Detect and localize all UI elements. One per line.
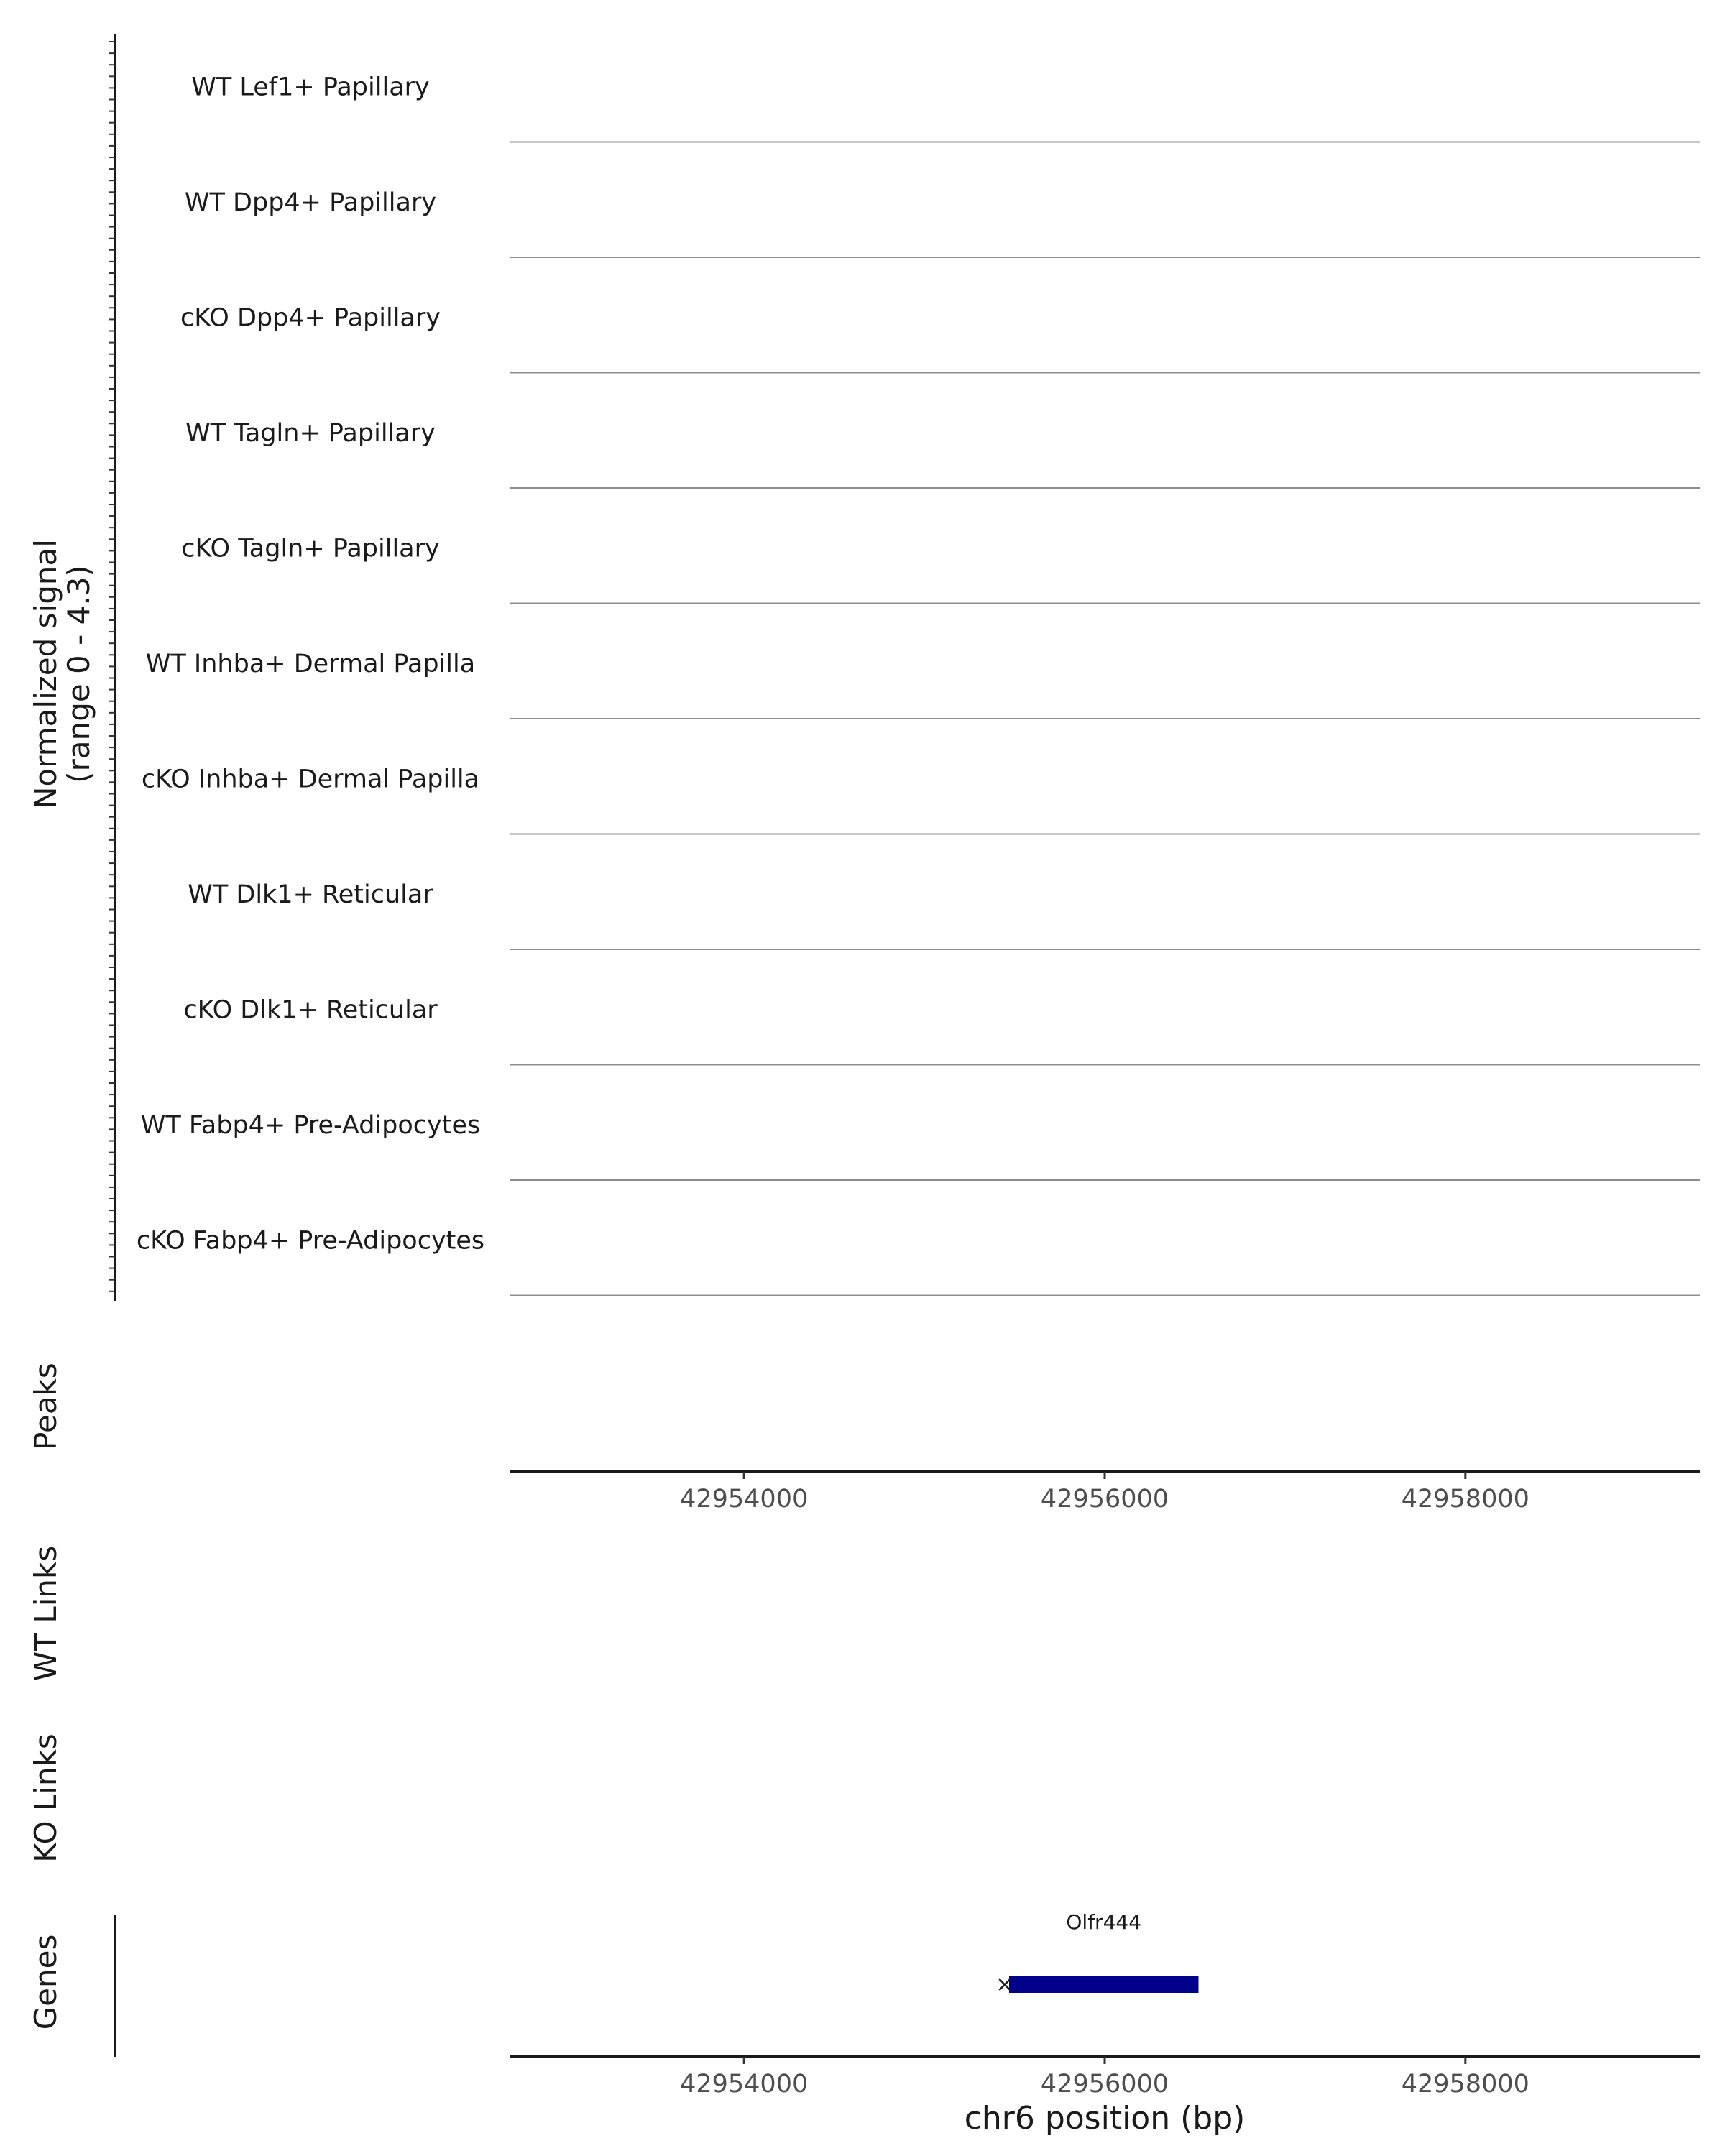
track-label: WT Dlk1+ Reticular xyxy=(188,880,433,909)
track-label: WT Dpp4+ Papillary xyxy=(185,188,436,217)
x-tick-label: 42954000 xyxy=(680,1485,808,1514)
ko-links-label: KO Links xyxy=(28,1733,63,1863)
x-axis-top: 42954000 42956000 42958000 xyxy=(680,1472,1530,1514)
coverage-tracks: WT Lef1+ Papillary WT Dpp4+ Papillary cKO … xyxy=(137,73,1700,1296)
y-axis-title: Normalized signal xyxy=(28,539,63,809)
track-label: cKO Tagln+ Papillary xyxy=(181,535,440,563)
x-axis-bottom: 42954000 42956000 42958000 xyxy=(680,2057,1530,2099)
track-label: cKO Dpp4+ Papillary xyxy=(180,304,441,333)
track-5: WT Inhba+ Dermal Papilla xyxy=(146,650,1700,719)
gene-track: × Olfr444 xyxy=(995,1910,1199,1997)
x-axis-title: chr6 position (bp) xyxy=(965,2100,1246,2137)
track-label: cKO Inhba+ Dermal Papilla xyxy=(142,765,479,794)
gene-tss-marker: × xyxy=(995,1972,1013,1997)
signal-axis xyxy=(109,34,116,1301)
x-tick-label: 42954000 xyxy=(680,2070,808,2099)
track-8: cKO Dlk1+ Reticular xyxy=(183,996,1700,1066)
track-label: cKO Fabp4+ Pre-Adipocytes xyxy=(137,1227,484,1256)
track-10: cKO Fabp4+ Pre-Adipocytes xyxy=(137,1227,1700,1296)
peaks-panel-label: Peaks xyxy=(28,1363,63,1450)
y-axis-range: (range 0 - 4.3) xyxy=(61,565,96,783)
x-tick-label: 42956000 xyxy=(1041,2070,1169,2099)
signal-axis-ticks xyxy=(109,41,115,1292)
track-label: WT Tagln+ Papillary xyxy=(185,419,436,448)
track-2: cKO Dpp4+ Papillary xyxy=(180,304,1700,374)
wt-links-label: WT Links xyxy=(28,1546,63,1681)
track-9: WT Fabp4+ Pre-Adipocytes xyxy=(141,1111,1700,1181)
x-tick-label: 42956000 xyxy=(1041,1485,1169,1514)
track-0: WT Lef1+ Papillary xyxy=(191,73,1700,143)
gene-olfr444-label: Olfr444 xyxy=(1066,1910,1141,1934)
track-4: cKO Tagln+ Papillary xyxy=(181,535,1700,604)
track-label: WT Lef1+ Papillary xyxy=(191,73,430,102)
track-3: WT Tagln+ Papillary xyxy=(185,419,1700,489)
track-label: cKO Dlk1+ Reticular xyxy=(183,996,438,1025)
track-7: WT Dlk1+ Reticular xyxy=(188,880,1700,950)
x-tick-label: 42958000 xyxy=(1402,1485,1530,1514)
track-label: WT Fabp4+ Pre-Adipocytes xyxy=(141,1111,480,1140)
x-tick-label: 42958000 xyxy=(1402,2070,1530,2099)
genes-panel-label: Genes xyxy=(28,1935,63,2030)
track-6: cKO Inhba+ Dermal Papilla xyxy=(142,765,1700,835)
gene-olfr444-body xyxy=(1009,1976,1199,1993)
track-1: WT Dpp4+ Papillary xyxy=(185,188,1700,258)
track-label: WT Inhba+ Dermal Papilla xyxy=(146,650,475,678)
